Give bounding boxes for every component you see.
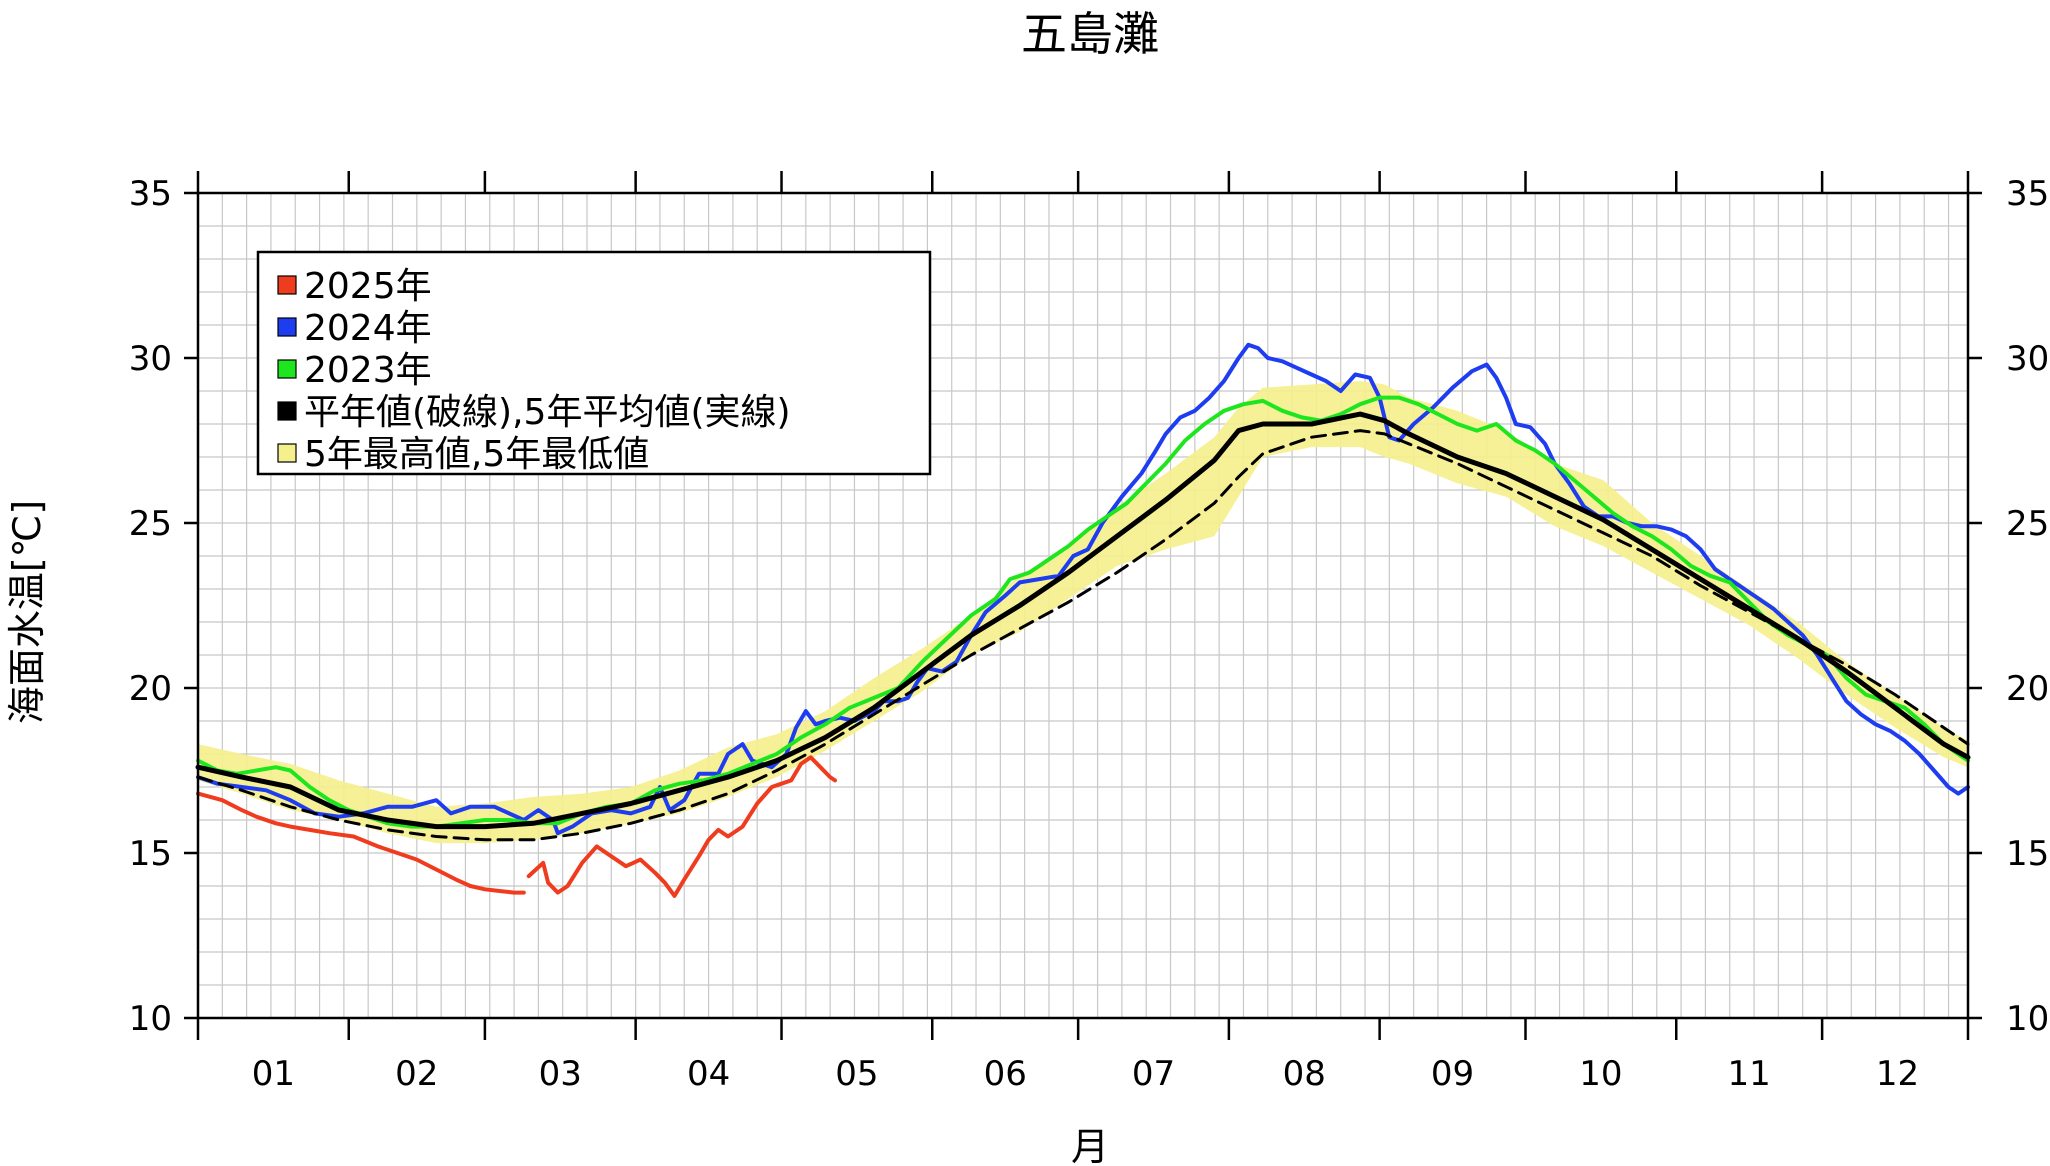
x-tick-label: 10 — [1579, 1054, 1622, 1094]
y-axis-label: 海面水温[℃] — [5, 500, 49, 724]
series-line — [196, 395, 1970, 829]
y-tick-label: 35 — [2006, 174, 2049, 214]
y-tick-label: 25 — [129, 504, 172, 544]
plot-area: 01 02 03 04 05 06 07 08 09 10 11 12 10 10 15 15 20 20 25 25… — [129, 171, 2049, 1094]
x-tick-label: 04 — [687, 1054, 730, 1094]
legend-swatch — [277, 317, 297, 337]
legend-swatch — [277, 359, 297, 379]
legend-label: 5年最高値,5年最低値 — [304, 434, 649, 475]
legend-label: 2023年 — [304, 350, 432, 391]
y-tick-label: 20 — [2006, 669, 2049, 709]
x-tick-label: 03 — [539, 1054, 582, 1094]
chart-title: 五島灘 — [1021, 7, 1159, 61]
x-tick-label: 05 — [835, 1054, 878, 1094]
series-line — [196, 342, 1970, 836]
x-tick-label: 09 — [1431, 1054, 1474, 1094]
y-tick-label: 30 — [2006, 339, 2049, 379]
y-tick-label: 30 — [129, 339, 172, 379]
legend-box — [256, 250, 932, 476]
x-tick-label: 08 — [1283, 1054, 1326, 1094]
y-tick-label: 10 — [2006, 999, 2049, 1039]
series-line — [196, 429, 1970, 842]
x-axis-label: 月 — [1071, 1125, 1109, 1166]
legend-swatch — [277, 443, 297, 463]
y-tick-label: 25 — [2006, 504, 2049, 544]
legend-label: 2024年 — [304, 308, 432, 349]
x-tick-label: 07 — [1132, 1054, 1175, 1094]
y-tick-label: 10 — [129, 999, 172, 1039]
legend: 2025年2024年2023年平年値(破線),5年平均値(実線)5年最高値,5年… — [256, 250, 932, 476]
series-line — [195, 411, 1971, 830]
y-tick-label: 35 — [129, 174, 172, 214]
legend-label: 2025年 — [304, 266, 432, 307]
series-line — [196, 791, 526, 895]
plot-frame — [196, 191, 1970, 1020]
x-tick-label: 11 — [1728, 1054, 1771, 1094]
x-tick-label: 02 — [395, 1054, 438, 1094]
x-tick-label: 06 — [984, 1054, 1027, 1094]
series-line — [526, 755, 837, 898]
y-tick-label: 15 — [2006, 834, 2049, 874]
legend-label: 平年値(破線),5年平均値(実線) — [304, 392, 791, 433]
legend-swatch — [277, 275, 297, 295]
legend-swatch — [277, 401, 297, 421]
y-tick-label: 20 — [129, 669, 172, 709]
x-tick-label: 12 — [1876, 1054, 1919, 1094]
x-tick-label: 01 — [252, 1054, 295, 1094]
y-tick-label: 15 — [129, 834, 172, 874]
